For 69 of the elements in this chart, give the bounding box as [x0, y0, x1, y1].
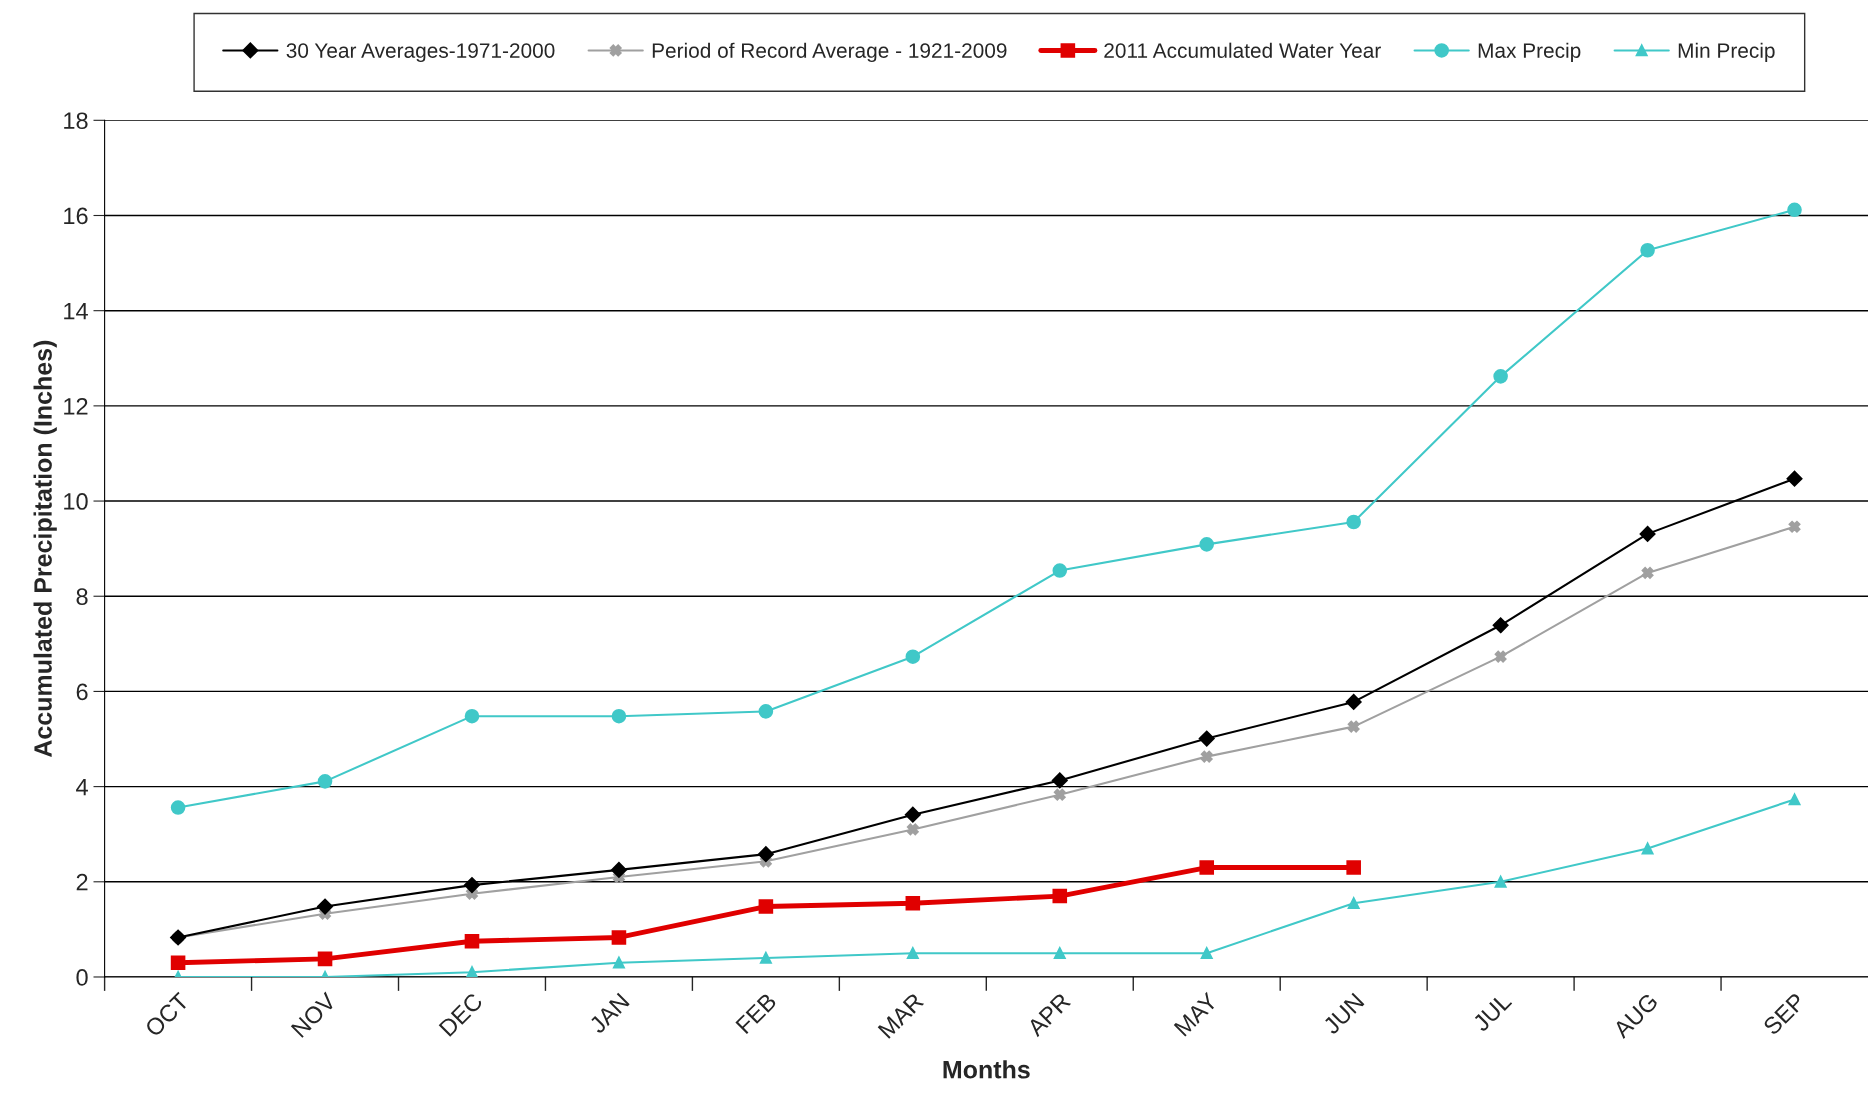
point	[466, 966, 478, 977]
point	[170, 955, 186, 970]
point	[1053, 788, 1066, 801]
y-tick-label: 12	[64, 397, 88, 415]
legend-label: 30 Year Averages-1971-2000	[286, 43, 555, 63]
point	[1492, 617, 1509, 634]
point	[1641, 567, 1654, 579]
point	[1640, 242, 1655, 258]
point	[1198, 730, 1215, 747]
point	[317, 951, 333, 967]
point	[464, 877, 480, 894]
point	[1641, 842, 1654, 855]
y-tick-label: 0	[76, 969, 88, 986]
point	[1052, 888, 1068, 904]
point	[905, 649, 921, 664]
y-tick-label: 4	[76, 778, 88, 796]
point	[1199, 537, 1215, 552]
point	[611, 930, 627, 945]
point	[758, 899, 774, 914]
y-tick-label: 14	[64, 302, 88, 320]
point	[1788, 520, 1801, 533]
legend-label: Max Precip	[1478, 42, 1581, 63]
point	[904, 806, 921, 823]
point	[1639, 525, 1656, 542]
legend-label: Period of Record Average - 1921-2009	[652, 42, 1007, 63]
point	[317, 898, 333, 915]
point	[1199, 860, 1215, 875]
point	[1788, 793, 1801, 806]
point	[1345, 693, 1362, 710]
point	[1787, 202, 1802, 218]
point	[906, 947, 919, 960]
x-axis-title: Months	[943, 1060, 1030, 1079]
y-tick-label: 18	[64, 112, 88, 130]
point	[1200, 750, 1213, 763]
point	[1052, 563, 1068, 578]
y-tick-label: 16	[64, 207, 88, 225]
point	[906, 823, 919, 836]
point	[1493, 369, 1508, 384]
point	[464, 933, 480, 949]
point	[1347, 897, 1360, 910]
y-tick-label: 8	[76, 588, 88, 606]
point	[611, 708, 627, 724]
point	[1346, 514, 1361, 530]
y-tick-label: 6	[76, 683, 88, 701]
point	[1494, 875, 1507, 888]
y-axis-title: Accumulated Precipitation (Inches)	[33, 340, 57, 758]
point	[1346, 860, 1361, 875]
x-tick-label: JUL	[1471, 992, 1513, 1033]
legend-label: Min Precip	[1678, 42, 1775, 63]
point	[1494, 650, 1507, 663]
y-tick-label: 2	[76, 873, 88, 891]
point	[170, 800, 186, 815]
point	[757, 846, 774, 863]
point	[317, 774, 333, 789]
point	[1051, 772, 1068, 789]
point	[1053, 947, 1066, 960]
x-tick-label: SEP	[1762, 992, 1806, 1036]
point	[613, 956, 625, 969]
legend-label: 2011 Accumulated Water Year	[1104, 42, 1381, 58]
point	[1347, 720, 1360, 733]
x-tick-label: JAN	[588, 992, 630, 1035]
y-tick-label: 10	[64, 493, 88, 510]
point	[1200, 947, 1213, 960]
point	[611, 861, 627, 878]
x-tick-label: FEB	[735, 992, 778, 1035]
point	[1786, 470, 1803, 487]
point	[758, 704, 774, 719]
point	[464, 708, 480, 724]
point	[905, 895, 921, 911]
